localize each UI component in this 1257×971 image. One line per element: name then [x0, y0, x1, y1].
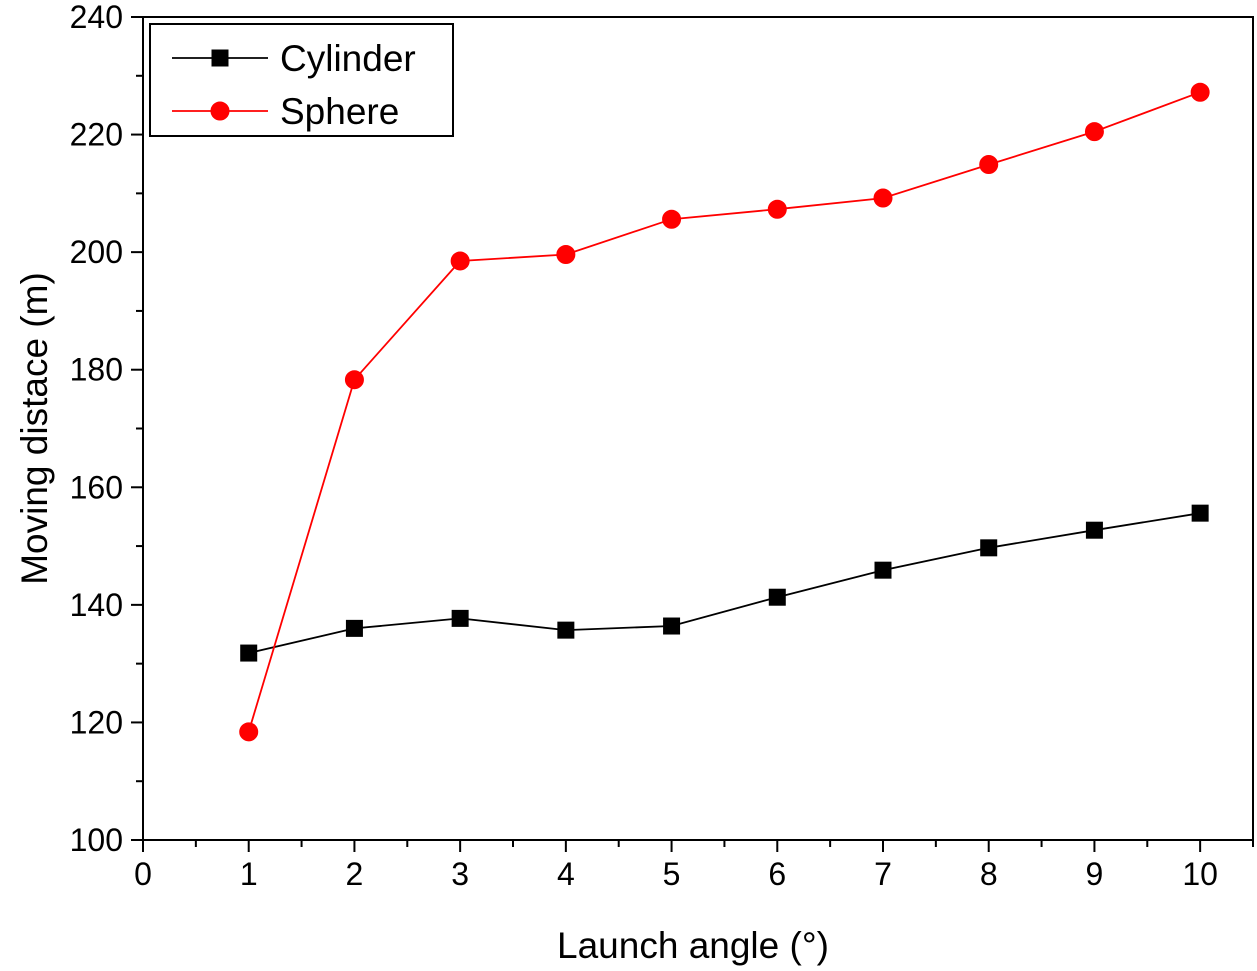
data-point-sphere [662, 209, 682, 229]
x-tick-label: 6 [768, 856, 786, 892]
y-tick-label: 240 [70, 0, 123, 35]
data-point-sphere [767, 199, 787, 219]
data-point-sphere [556, 244, 576, 264]
y-tick-label: 200 [70, 234, 123, 270]
legend-marker-cylinder [211, 49, 229, 67]
x-tick-label: 3 [451, 856, 469, 892]
y-tick-label: 180 [70, 352, 123, 388]
x-tick-label: 10 [1182, 856, 1218, 892]
y-axis-title: Moving distace (m) [14, 272, 55, 585]
series-line-cylinder [248, 512, 1201, 654]
x-tick-label: 1 [240, 856, 258, 892]
x-tick-label: 7 [874, 856, 892, 892]
x-tick-label: 8 [980, 856, 998, 892]
data-point-cylinder [1085, 521, 1103, 539]
legend-item-cylinder: Cylinder [172, 38, 416, 79]
data-point-cylinder [980, 539, 998, 557]
series-layer [239, 82, 1210, 742]
x-tick-label: 9 [1086, 856, 1104, 892]
series-line-sphere [247, 91, 1201, 733]
x-tick-label: 4 [557, 856, 575, 892]
y-tick-label: 140 [70, 587, 123, 623]
data-point-sphere [873, 188, 893, 208]
series-cylinder [240, 504, 1209, 662]
data-point-cylinder [663, 617, 681, 635]
data-point-sphere [979, 155, 999, 175]
axes-layer: 0 1 2 3 4 5 6 7 8 9 10 100 120 140 160 180 200 220 240 [70, 0, 1254, 892]
legend-item-sphere: Sphere [172, 91, 399, 132]
data-point-cylinder [240, 644, 258, 662]
data-point-cylinder [345, 619, 363, 637]
legend-box [149, 23, 454, 137]
x-tick-label: 5 [663, 856, 681, 892]
y-tick-label: 160 [70, 469, 123, 505]
legend-marker-sphere [210, 101, 230, 121]
data-point-cylinder [874, 561, 892, 579]
y-tick-label: 120 [70, 704, 123, 740]
x-tick-label: 2 [346, 856, 364, 892]
data-point-sphere [450, 251, 470, 271]
series-sphere [239, 82, 1210, 742]
legend-label-sphere: Sphere [280, 91, 399, 132]
data-point-sphere [1084, 122, 1104, 142]
legend: Cylinder Sphere [149, 23, 454, 137]
legend-label-cylinder: Cylinder [280, 38, 416, 79]
plot-frame [142, 16, 1254, 841]
data-point-cylinder [557, 621, 575, 639]
data-point-sphere [344, 370, 364, 390]
data-point-sphere [1190, 82, 1210, 102]
data-point-cylinder [768, 588, 786, 606]
y-tick-label: 220 [70, 117, 123, 153]
data-point-sphere [239, 722, 259, 742]
x-tick-label: 0 [134, 856, 152, 892]
x-axis-title: Launch angle (°) [557, 925, 829, 966]
data-point-cylinder [1191, 504, 1209, 522]
y-tick-label: 100 [70, 822, 123, 858]
data-point-cylinder [451, 609, 469, 627]
